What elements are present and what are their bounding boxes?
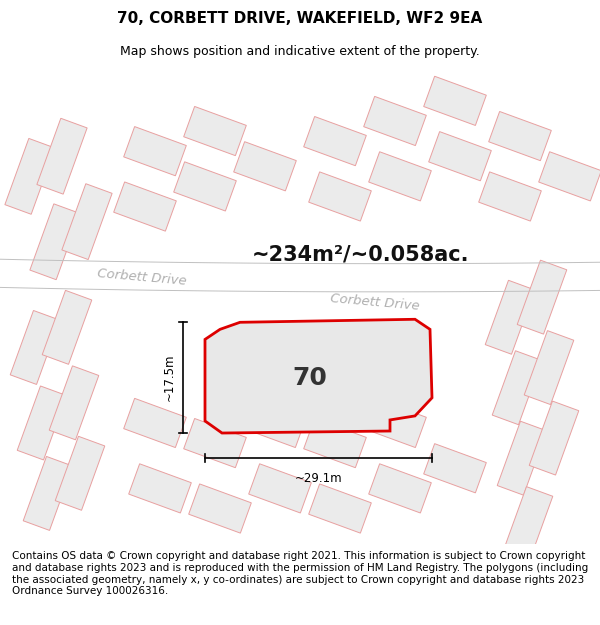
Polygon shape [424, 76, 487, 126]
Polygon shape [304, 116, 367, 166]
Polygon shape [488, 111, 551, 161]
Polygon shape [124, 127, 187, 176]
Polygon shape [248, 464, 311, 513]
Polygon shape [503, 487, 553, 561]
Polygon shape [23, 456, 73, 531]
Text: Corbett Drive: Corbett Drive [97, 267, 187, 288]
Polygon shape [539, 152, 600, 201]
Polygon shape [173, 162, 236, 211]
Polygon shape [304, 419, 367, 468]
Polygon shape [17, 386, 67, 460]
Polygon shape [124, 398, 187, 448]
Polygon shape [308, 484, 371, 533]
Polygon shape [188, 484, 251, 533]
Text: ~234m²/~0.058ac.: ~234m²/~0.058ac. [251, 245, 469, 265]
Polygon shape [529, 401, 579, 475]
Polygon shape [368, 464, 431, 513]
Polygon shape [49, 366, 99, 440]
Polygon shape [205, 319, 432, 433]
Polygon shape [42, 291, 92, 364]
Text: 70: 70 [293, 366, 328, 389]
Text: ~29.1m: ~29.1m [295, 472, 343, 485]
Polygon shape [30, 204, 80, 280]
Polygon shape [128, 464, 191, 513]
Polygon shape [424, 444, 487, 493]
Text: ~17.5m: ~17.5m [163, 354, 176, 401]
Polygon shape [184, 419, 247, 468]
Text: Corbett Drive: Corbett Drive [330, 292, 420, 312]
Polygon shape [55, 436, 105, 510]
Polygon shape [364, 96, 427, 146]
Polygon shape [428, 132, 491, 181]
Polygon shape [244, 398, 307, 448]
Polygon shape [62, 184, 112, 259]
Polygon shape [308, 172, 371, 221]
Polygon shape [37, 118, 87, 194]
Polygon shape [368, 152, 431, 201]
Polygon shape [485, 280, 535, 354]
Polygon shape [113, 182, 176, 231]
Polygon shape [10, 311, 60, 384]
Polygon shape [5, 138, 55, 214]
Text: Contains OS data © Crown copyright and database right 2021. This information is : Contains OS data © Crown copyright and d… [12, 551, 588, 596]
Polygon shape [497, 421, 547, 495]
Polygon shape [492, 351, 542, 425]
Polygon shape [479, 172, 541, 221]
Text: Map shows position and indicative extent of the property.: Map shows position and indicative extent… [120, 45, 480, 58]
Polygon shape [233, 142, 296, 191]
Text: 70, CORBETT DRIVE, WAKEFIELD, WF2 9EA: 70, CORBETT DRIVE, WAKEFIELD, WF2 9EA [118, 11, 482, 26]
Polygon shape [517, 260, 567, 334]
Polygon shape [184, 106, 247, 156]
Polygon shape [524, 331, 574, 404]
Polygon shape [364, 398, 427, 448]
